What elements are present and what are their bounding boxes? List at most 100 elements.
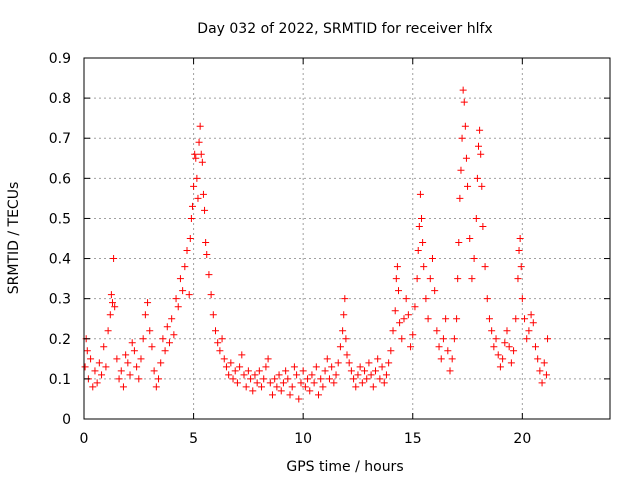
data-point: [144, 299, 152, 307]
data-point: [389, 327, 397, 335]
data-point: [238, 351, 246, 359]
data-point: [512, 315, 520, 323]
data-point: [453, 315, 461, 323]
data-point: [222, 363, 230, 371]
data-point: [510, 347, 518, 355]
data-point: [253, 379, 261, 387]
data-point: [450, 335, 458, 343]
data-point: [325, 375, 333, 383]
data-point: [249, 387, 257, 395]
data-point: [104, 327, 112, 335]
data-point: [290, 363, 298, 371]
data-point: [268, 391, 276, 399]
data-point: [361, 367, 369, 375]
data-point: [306, 387, 314, 395]
data-point: [477, 150, 485, 158]
data-point: [518, 295, 526, 303]
data-point: [293, 371, 301, 379]
data-point: [514, 275, 522, 283]
data-point: [102, 363, 110, 371]
data-point: [192, 154, 200, 162]
data-point: [323, 355, 331, 363]
data-point: [264, 355, 272, 363]
data-point: [262, 363, 270, 371]
data-point: [251, 371, 259, 379]
data-point: [176, 275, 184, 283]
data-point: [437, 355, 445, 363]
data-point: [207, 291, 215, 299]
data-point: [476, 126, 484, 134]
data-point: [419, 239, 427, 247]
data-point: [174, 303, 182, 311]
data-point: [157, 359, 165, 367]
data-point: [146, 327, 154, 335]
y-tick-label: 0.4: [49, 252, 71, 268]
data-point: [398, 335, 406, 343]
data-point: [152, 383, 160, 391]
data-point: [516, 235, 524, 242]
data-point: [148, 343, 156, 351]
data-point: [336, 343, 344, 351]
data-point: [339, 327, 347, 335]
data-point: [431, 287, 439, 295]
data-point: [128, 339, 136, 347]
data-point: [374, 355, 382, 363]
data-point: [282, 367, 290, 375]
data-point: [106, 311, 114, 319]
data-point: [244, 367, 252, 375]
data-point: [216, 347, 224, 355]
data-point: [531, 343, 539, 351]
data-point: [460, 98, 468, 106]
data-point: [113, 355, 121, 363]
x-tick-label: 5: [189, 431, 198, 447]
data-point: [515, 247, 523, 255]
data-point: [473, 174, 481, 182]
data-point: [301, 383, 309, 391]
y-tick-label: 0.3: [49, 292, 71, 308]
data-point: [81, 363, 89, 371]
data-point: [170, 331, 178, 339]
data-point: [470, 255, 478, 263]
data-point: [214, 339, 222, 347]
data-point: [319, 383, 327, 391]
data-point: [414, 247, 422, 255]
data-point: [193, 174, 201, 182]
data-point: [111, 303, 119, 311]
data-point: [185, 291, 193, 299]
data-point: [310, 379, 318, 387]
data-point: [341, 295, 349, 303]
data-point: [540, 359, 548, 367]
data-point: [212, 327, 219, 335]
data-point: [479, 222, 487, 230]
data-point: [499, 355, 507, 363]
data-point: [365, 359, 373, 367]
data-point: [525, 327, 533, 335]
data-point: [124, 359, 132, 367]
data-point: [260, 375, 268, 383]
data-point: [418, 214, 426, 222]
data-point: [462, 154, 470, 162]
data-point: [505, 343, 513, 351]
data-point: [135, 375, 143, 383]
data-point: [220, 355, 228, 363]
data-point: [358, 379, 366, 387]
data-point: [393, 263, 401, 271]
data-point: [395, 287, 403, 295]
data-point: [503, 327, 511, 335]
data-point: [286, 391, 294, 399]
data-point: [544, 335, 552, 343]
data-point: [229, 375, 237, 383]
x-tick-label: 15: [404, 431, 422, 447]
data-point: [461, 122, 469, 130]
data-points: [81, 86, 552, 403]
data-point: [367, 371, 375, 379]
data-point: [115, 375, 123, 383]
data-point: [343, 351, 351, 359]
data-point: [190, 182, 198, 190]
data-point: [507, 359, 515, 367]
data-point: [387, 347, 395, 355]
data-point: [428, 255, 436, 263]
data-point: [150, 367, 158, 375]
data-point: [137, 355, 145, 363]
